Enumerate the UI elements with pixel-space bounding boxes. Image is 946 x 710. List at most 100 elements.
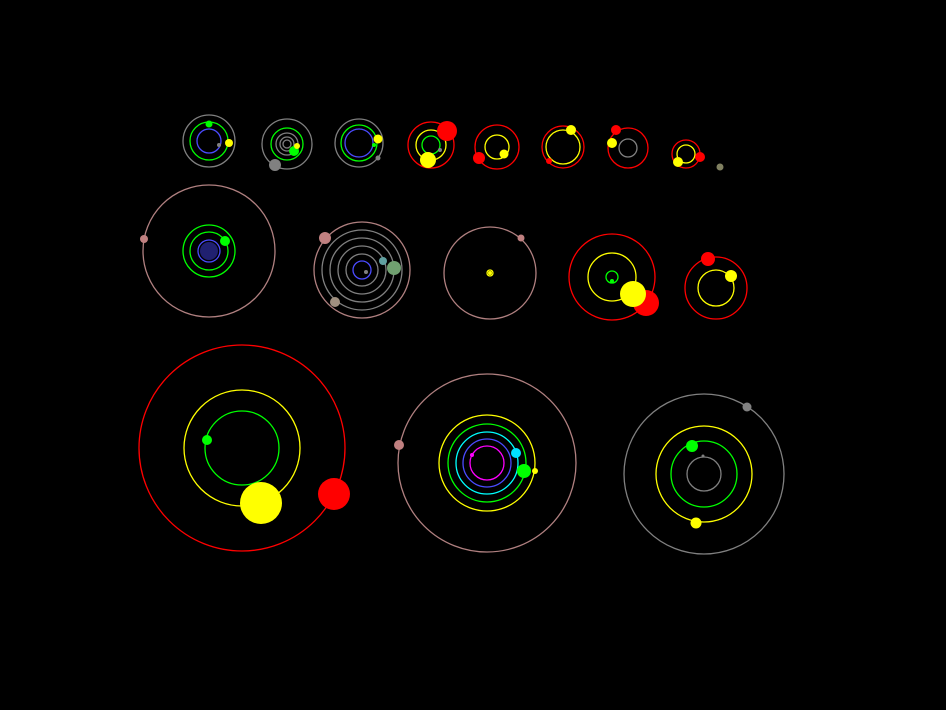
planet xyxy=(690,517,702,529)
planet xyxy=(319,232,331,244)
orbit-ring xyxy=(670,440,738,508)
planet xyxy=(566,125,576,135)
planet xyxy=(220,236,230,246)
planet xyxy=(686,440,698,452)
system-11 xyxy=(313,221,411,319)
orbit-ring xyxy=(655,425,753,523)
orbit-ring xyxy=(321,229,403,311)
orbit-ring xyxy=(676,144,696,164)
orbit-ring xyxy=(138,344,346,552)
planet xyxy=(488,271,492,275)
orbit-ring xyxy=(279,136,295,152)
orbit-ring xyxy=(484,134,510,160)
orbit-ring xyxy=(345,253,379,287)
planet xyxy=(695,152,705,162)
orbit-ring xyxy=(407,121,455,169)
orbit-ring xyxy=(623,393,785,555)
orbit-ring xyxy=(282,139,292,149)
orbit-ring xyxy=(142,184,276,318)
orbit-ring xyxy=(438,414,536,512)
orbit-ring xyxy=(182,114,236,168)
planet xyxy=(673,157,683,167)
planet xyxy=(701,252,715,266)
systems-layer xyxy=(138,114,785,555)
planet xyxy=(240,482,282,524)
planet xyxy=(499,149,509,159)
planet xyxy=(375,155,381,161)
planet xyxy=(607,138,617,148)
planet xyxy=(330,297,340,307)
planet xyxy=(269,159,281,171)
orbit-ring xyxy=(337,245,387,295)
planet xyxy=(610,279,614,283)
planet xyxy=(470,453,474,457)
system-7 xyxy=(607,125,649,169)
system-12 xyxy=(443,226,537,320)
system-14 xyxy=(684,252,748,320)
system-9 xyxy=(716,163,724,171)
orbit-ring xyxy=(447,423,527,503)
planet xyxy=(517,234,525,242)
orbit-ring xyxy=(313,221,411,319)
orbit-ring xyxy=(486,269,494,277)
planet xyxy=(437,121,457,141)
orbit-ring xyxy=(182,224,236,278)
planet xyxy=(701,454,705,458)
planet xyxy=(511,448,521,458)
planet xyxy=(225,139,233,147)
orbit-ring xyxy=(443,226,537,320)
orbit-ring xyxy=(618,138,638,158)
planet xyxy=(364,270,368,274)
orbit-ring xyxy=(270,127,304,161)
planet xyxy=(420,152,436,168)
system-17 xyxy=(623,393,785,555)
orbit-ring xyxy=(397,373,577,553)
planet xyxy=(532,468,538,474)
planet xyxy=(200,242,218,260)
orbit-ring xyxy=(469,445,505,481)
system-1 xyxy=(182,114,236,168)
orbit-ring xyxy=(352,260,372,280)
planet xyxy=(517,464,531,478)
orbit-ring xyxy=(204,410,280,486)
planet xyxy=(217,143,221,147)
orbit-ring xyxy=(196,128,222,154)
system-3 xyxy=(334,118,384,168)
planet xyxy=(140,235,148,243)
orbit-ring xyxy=(545,129,581,165)
system-4 xyxy=(407,121,457,169)
planet xyxy=(202,435,212,445)
orbit-ring xyxy=(455,431,519,495)
orbit-ring xyxy=(189,231,229,271)
planet xyxy=(394,440,404,450)
planet xyxy=(611,125,621,135)
planet xyxy=(387,261,401,275)
orbit-ring xyxy=(568,233,656,321)
planet xyxy=(438,148,442,152)
system-13 xyxy=(568,233,659,321)
planet xyxy=(725,270,737,282)
planet xyxy=(742,402,752,412)
orbit-ring xyxy=(684,256,748,320)
orbit-ring xyxy=(462,438,512,488)
planet xyxy=(373,134,383,144)
system-6 xyxy=(541,125,585,169)
system-5 xyxy=(473,124,520,170)
planet xyxy=(372,143,376,147)
planet xyxy=(716,163,724,171)
orbit-ring xyxy=(607,127,649,169)
orbit-ring xyxy=(474,124,520,170)
orbit-ring xyxy=(261,118,313,170)
planet xyxy=(473,152,485,164)
system-15 xyxy=(138,344,350,552)
system-8 xyxy=(671,139,705,169)
system-10 xyxy=(140,184,276,318)
system-2 xyxy=(261,118,313,171)
planet xyxy=(294,143,300,149)
orbit-ring xyxy=(697,269,735,307)
planet xyxy=(318,478,350,510)
planet xyxy=(205,120,213,128)
planet xyxy=(546,158,552,164)
